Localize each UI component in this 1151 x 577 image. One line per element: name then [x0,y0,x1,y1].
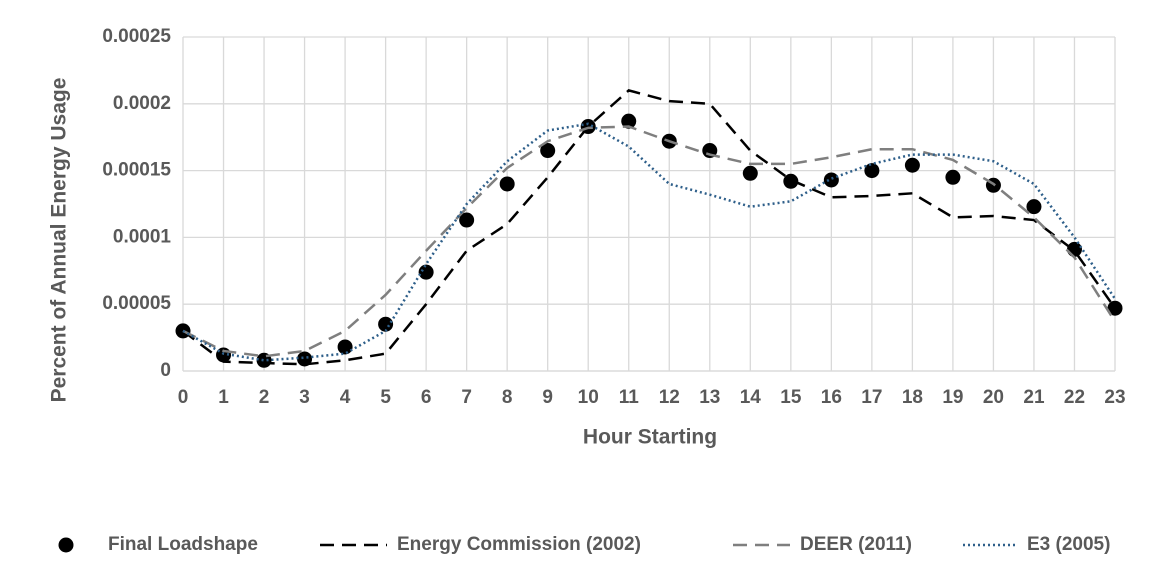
data-point [823,172,839,188]
x-tick-label: 22 [1064,387,1085,408]
x-tick-label: 9 [542,387,553,408]
legend-marker [58,537,74,553]
legend-label: Final Loadshape [108,534,258,555]
x-tick-label: 13 [699,387,720,408]
y-tick-label: 0.00025 [102,26,171,47]
x-tick-label: 2 [259,387,270,408]
legend-label: E3 (2005) [1027,534,1110,555]
x-tick-label: 14 [740,387,762,408]
data-point [945,169,961,185]
x-tick-label: 20 [983,387,1004,408]
x-tick-label: 4 [340,387,351,408]
y-tick-label: 0.0001 [113,226,172,247]
y-tick-label: 0.00015 [102,160,171,181]
y-axis-title: Percent of Annual Energy Usage [48,78,71,403]
y-tick-label: 0.0002 [113,93,171,114]
x-tick-label: 23 [1104,387,1125,408]
data-point [418,264,434,280]
data-point [1066,241,1082,257]
series-line [182,125,1117,358]
x-tick-label: 15 [780,387,802,408]
x-tick-label: 19 [942,387,963,408]
y-tick-label: 0 [160,360,171,381]
legend-label: DEER (2011) [800,534,912,555]
y-tick-label: 0.00005 [102,293,171,314]
x-tick-label: 17 [861,387,882,408]
x-tick-label: 5 [380,387,391,408]
x-tick-label: 6 [421,387,432,408]
series-line [182,122,1117,362]
x-axis-title: Hour Starting [583,426,717,449]
series-line [182,89,1117,366]
x-tick-label: 7 [461,387,472,408]
data-point [783,173,799,189]
data-point [337,339,353,355]
data-point [1107,300,1123,316]
data-point [499,176,515,192]
data-point [1026,199,1042,215]
data-point [904,157,920,173]
data-point [459,212,475,228]
x-tick-label: 21 [1023,387,1045,408]
legend-label: Energy Commission (2002) [397,534,641,555]
x-tick-label: 1 [218,387,229,408]
data-point [540,143,556,159]
data-point [378,316,394,332]
x-tick-label: 0 [178,387,189,408]
x-tick-label: 8 [502,387,513,408]
data-point [742,165,758,181]
x-tick-label: 18 [902,387,923,408]
x-tick-label: 12 [659,387,680,408]
x-tick-label: 10 [578,387,599,408]
x-tick-label: 11 [619,387,640,408]
x-tick-label: 16 [821,387,842,408]
data-point [864,163,880,179]
x-tick-label: 3 [299,387,310,408]
data-point [621,113,637,129]
